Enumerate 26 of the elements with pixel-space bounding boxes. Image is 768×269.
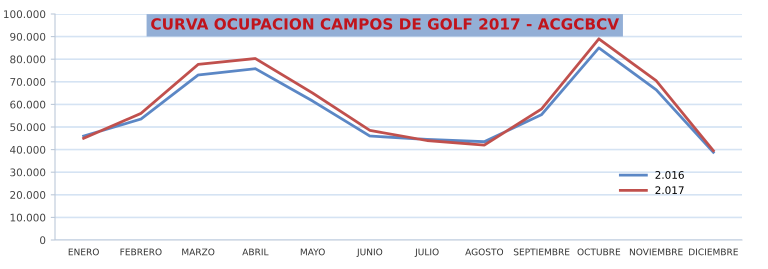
y-tick-label: 50.000 [10, 123, 46, 132]
x-tick-label: DICIEMBRE [689, 248, 738, 256]
x-tick-label: FEBRERO [120, 248, 162, 256]
legend-label: 2.017 [655, 186, 684, 194]
legend-label: 2.016 [655, 171, 684, 179]
x-tick-label: ENERO [68, 248, 99, 256]
y-tick-label: 80.000 [10, 55, 46, 64]
x-tick-label: OCTUBRE [578, 248, 620, 256]
x-tick-label: JULIO [414, 248, 439, 257]
x-tick-label: SEPTIEMBRE [514, 248, 570, 256]
y-tick-label: 100.000 [4, 10, 46, 18]
x-tick-label: NOVIEMBRE [630, 248, 683, 256]
x-tick-label: JUNIO [356, 248, 382, 257]
y-tick-label: 60.000 [10, 100, 46, 109]
x-tick-label: MARZO [182, 248, 214, 256]
y-tick-label: 0 [40, 236, 46, 244]
y-tick-label: 40.000 [10, 146, 46, 154]
y-tick-label: 30.000 [10, 168, 46, 176]
chart-title: CURVA OCUPACION CAMPOS DE GOLF 2017 - ACGCBCV [151, 18, 620, 30]
y-tick-label: 10.000 [10, 214, 46, 222]
y-tick-label: 20.000 [10, 191, 46, 199]
x-tick-label: ABRIL [242, 248, 268, 256]
y-tick-label: 90.000 [10, 32, 46, 41]
x-tick-label: MAYO [300, 248, 325, 256]
x-tick-label: AGOSTO [465, 248, 504, 256]
y-tick-label: 70.000 [10, 78, 46, 86]
